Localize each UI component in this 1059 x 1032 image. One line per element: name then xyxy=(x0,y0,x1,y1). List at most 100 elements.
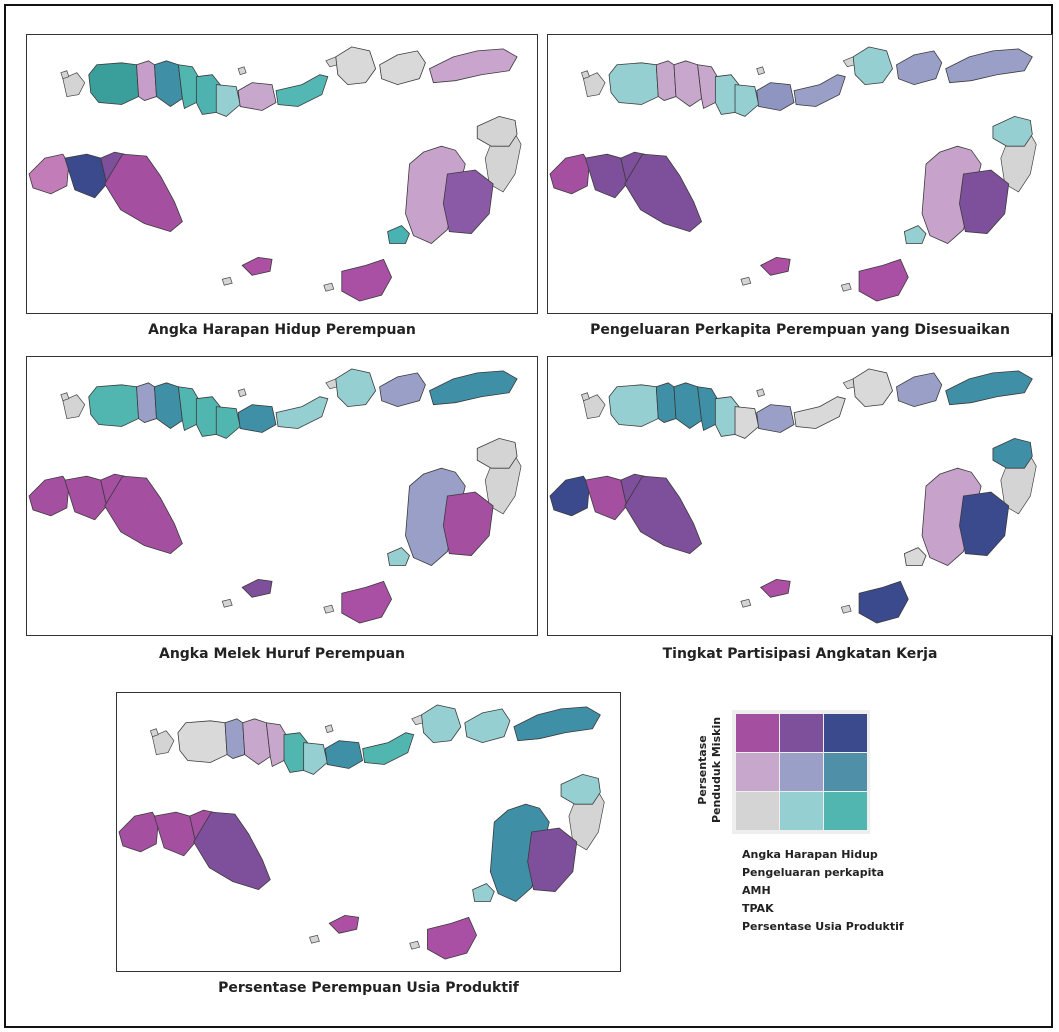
region-shape xyxy=(896,372,943,408)
region-shape xyxy=(324,740,364,769)
region-shape xyxy=(379,372,426,408)
region-shape xyxy=(655,382,677,423)
minor-island xyxy=(221,276,233,286)
legend-cell xyxy=(736,792,779,830)
region-shape xyxy=(215,84,241,117)
region-shape xyxy=(241,578,273,598)
minor-island xyxy=(740,276,752,286)
minor-island xyxy=(740,598,752,608)
legend-cell xyxy=(824,714,867,752)
region-shape xyxy=(177,64,199,110)
minor-island xyxy=(840,282,852,292)
legend-cell xyxy=(736,753,779,791)
region-map xyxy=(549,46,1037,302)
region-shape xyxy=(734,84,760,117)
region-shape xyxy=(428,370,518,406)
region-map xyxy=(118,704,605,960)
region-shape xyxy=(265,722,287,768)
region-shape xyxy=(104,153,183,233)
region-shape xyxy=(427,916,478,960)
minor-island xyxy=(237,388,247,398)
minor-island xyxy=(221,598,233,608)
region-shape xyxy=(549,475,590,517)
legend-cell xyxy=(780,753,823,791)
region-shape xyxy=(858,580,909,624)
minor-island xyxy=(237,66,247,76)
caption-angka-melek-huruf: Angka Melek Huruf Perempuan xyxy=(158,646,406,662)
region-shape xyxy=(608,62,659,105)
region-shape xyxy=(624,153,703,233)
region-shape xyxy=(945,48,1033,84)
region-shape xyxy=(560,773,601,805)
region-shape xyxy=(387,547,410,566)
legend-variable: AMH xyxy=(742,884,771,897)
minor-island xyxy=(60,392,70,402)
region-shape xyxy=(549,153,590,195)
caption-tpak: Tingkat Partisipasi Angkatan Kerja xyxy=(662,646,938,662)
region-shape xyxy=(428,48,518,84)
caption-angka-harapan-hidup: Angka Harapan Hidup Perempuan xyxy=(148,322,416,338)
region-shape xyxy=(215,406,241,439)
region-shape xyxy=(793,396,846,429)
map-panel-angka-harapan-hidup xyxy=(26,34,538,314)
region-shape xyxy=(734,406,760,439)
region-shape xyxy=(28,153,70,195)
region-map xyxy=(28,368,522,624)
minor-island xyxy=(756,66,765,76)
region-map xyxy=(28,46,522,302)
region-shape xyxy=(275,396,329,429)
region-shape xyxy=(335,368,377,408)
region-shape xyxy=(88,62,139,105)
minor-island xyxy=(840,604,852,614)
region-shape xyxy=(341,258,393,302)
legend-variable-list: Angka Harapan Hidup Pengeluaran perkapit… xyxy=(742,846,904,936)
legend-variable: Pengeluaran perkapita xyxy=(742,866,885,879)
region-shape xyxy=(697,386,718,432)
minor-island xyxy=(323,604,335,614)
minor-island xyxy=(409,940,421,950)
minor-island xyxy=(309,934,320,944)
legend-cell xyxy=(736,714,779,752)
region-shape xyxy=(759,578,791,598)
region-shape xyxy=(959,491,1010,556)
region-shape xyxy=(154,60,183,107)
minor-island xyxy=(323,282,335,292)
minor-island xyxy=(60,70,70,80)
region-shape xyxy=(608,384,659,427)
region-shape xyxy=(756,404,795,433)
minor-island xyxy=(581,392,590,402)
legend-y-label-line1: Persentase xyxy=(696,735,709,804)
region-shape xyxy=(237,82,277,111)
region-shape xyxy=(379,50,426,86)
region-map xyxy=(549,368,1037,624)
minor-island xyxy=(324,724,334,734)
region-shape xyxy=(896,50,943,86)
region-shape xyxy=(476,115,518,147)
legend-cell xyxy=(780,792,823,830)
legend-cell xyxy=(824,753,867,791)
region-shape xyxy=(903,225,927,244)
region-shape xyxy=(421,704,462,744)
region-shape xyxy=(362,732,415,765)
region-shape xyxy=(303,742,328,775)
map-panel-usia-produktif xyxy=(116,692,621,972)
region-shape xyxy=(527,827,578,892)
region-shape xyxy=(28,475,70,517)
region-shape xyxy=(697,64,718,110)
region-shape xyxy=(759,256,791,276)
region-shape xyxy=(88,384,139,427)
region-shape xyxy=(858,258,909,302)
region-shape xyxy=(193,811,271,891)
region-shape xyxy=(387,225,410,244)
region-shape xyxy=(136,60,157,101)
region-shape xyxy=(472,883,495,902)
region-shape xyxy=(945,370,1033,406)
map-panel-tpak xyxy=(547,356,1053,636)
region-shape xyxy=(237,404,277,433)
region-shape xyxy=(655,60,677,101)
region-shape xyxy=(328,914,360,934)
region-shape xyxy=(224,718,246,759)
region-shape xyxy=(464,708,511,744)
region-shape xyxy=(154,382,183,429)
map-panel-pengeluaran-perkapita xyxy=(547,34,1053,314)
